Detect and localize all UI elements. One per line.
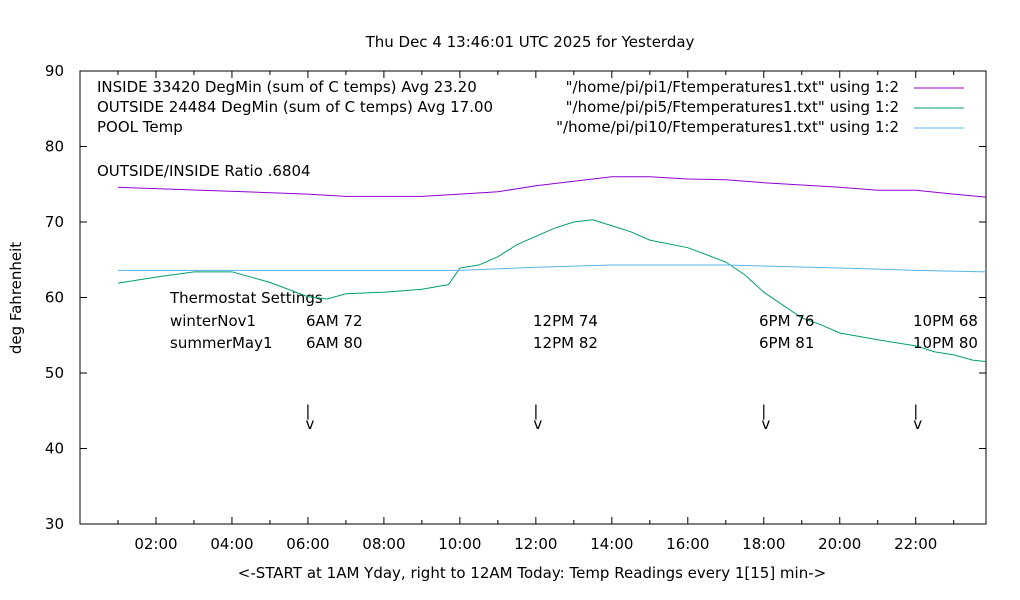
series-line-1 [117,219,987,363]
series-line-0 [117,176,987,198]
legend-file: "/home/pi/pi5/Ftemperatures1.txt" using … [566,98,899,116]
x-tick-label: 04:00 [210,535,253,553]
thermostat-setting: 10PM 80 [913,334,978,352]
x-tick-label: 18:00 [742,535,785,553]
x-tick-label: 06:00 [286,535,329,553]
thermostat-setting: 6AM 72 [306,312,363,330]
thermostat-setting: 12PM 74 [533,312,598,330]
thermostat-setting: 6PM 81 [759,334,814,352]
y-axis-label: deg Fahrenheit [7,242,25,354]
y-tick-label: 40 [45,440,64,458]
x-tick-label: 02:00 [134,535,177,553]
thermostat-setting: 12PM 82 [533,334,598,352]
arrow-head: v [305,415,314,433]
legend-name: INSIDE 33420 DegMin (sum of C temps) Avg… [97,78,477,96]
arrow-head: v [913,415,922,433]
chart-title: Thu Dec 4 13:46:01 UTC 2025 for Yesterda… [365,33,695,51]
arrow-stem: | [913,402,918,420]
legend-file: "/home/pi/pi10/Ftemperatures1.txt" using… [556,118,899,136]
ratio-annotation: OUTSIDE/INSIDE Ratio .6804 [97,162,311,180]
arrow-stem: | [305,402,310,420]
y-tick-label: 50 [45,364,64,382]
arrow-stem: | [533,402,538,420]
legend-file: "/home/pi/pi1/Ftemperatures1.txt" using … [566,78,899,96]
thermostat-setting: 6PM 76 [759,312,814,330]
y-tick-label: 70 [45,213,64,231]
series-line-2 [117,264,987,273]
thermostat-row-label: summerMay1 [170,334,273,352]
arrow-head: v [761,415,770,433]
x-tick-label: 08:00 [362,535,405,553]
x-axis-label: <-START at 1AM Yday, right to 12AM Today… [238,564,826,582]
x-tick-label: 12:00 [514,535,557,553]
y-tick-label: 90 [45,62,64,80]
legend-name: OUTSIDE 24484 DegMin (sum of C temps) Av… [97,98,493,116]
thermostat-setting: 10PM 68 [913,312,978,330]
x-tick-label: 20:00 [818,535,861,553]
y-tick-label: 30 [45,515,64,533]
arrow-head: v [533,415,542,433]
y-tick-label: 60 [45,289,64,307]
x-tick-label: 22:00 [894,535,937,553]
legend-name: POOL Temp [97,118,183,136]
arrow-stem: | [761,402,766,420]
thermostat-title: Thermostat Settings [169,289,323,307]
thermostat-setting: 6AM 80 [306,334,363,352]
x-tick-label: 10:00 [438,535,481,553]
x-tick-label: 14:00 [590,535,633,553]
y-tick-label: 80 [45,138,64,156]
thermostat-row-label: winterNov1 [170,312,256,330]
x-tick-label: 16:00 [666,535,709,553]
